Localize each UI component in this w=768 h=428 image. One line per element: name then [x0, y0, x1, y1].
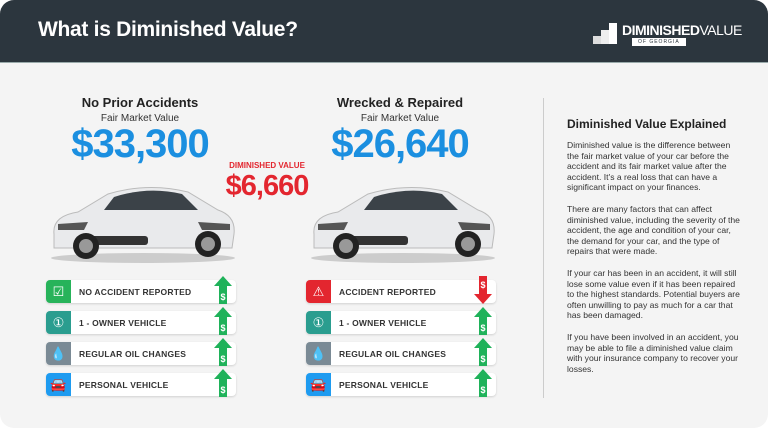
factor-row: ⚠ ACCIDENT REPORTED $ — [306, 276, 496, 304]
oil-drop-icon: 💧 — [46, 342, 71, 365]
svg-text:$: $ — [220, 385, 225, 395]
fmv-label: Fair Market Value — [100, 113, 180, 124]
value-up-arrow-icon: $ — [214, 369, 232, 397]
logo-blocks-icon — [593, 23, 617, 44]
factor-label: 1 - OWNER VEHICLE — [339, 318, 427, 328]
diminished-label: DIMINISHED VALUE — [229, 161, 305, 170]
value-up-arrow-icon: $ — [474, 338, 492, 366]
no-accident-column: No Prior Accidents Fair Market Value $33… — [40, 95, 240, 167]
factor-row: ☑ NO ACCIDENT REPORTED $ — [46, 276, 236, 304]
car-icon: 🚘 — [306, 373, 331, 396]
logo-sub: OF GEORGIA — [632, 38, 686, 46]
fmv-price: $33,300 — [71, 122, 210, 166]
value-up-arrow-icon: $ — [474, 369, 492, 397]
checkbox-icon: ☑ — [46, 280, 71, 303]
value-up-arrow-icon: $ — [214, 338, 232, 366]
wrecked-column: Wrecked & Repaired Fair Market Value $26… — [300, 95, 500, 167]
factor-label: ACCIDENT REPORTED — [339, 287, 436, 297]
factor-label: PERSONAL VEHICLE — [339, 380, 429, 390]
value-up-arrow-icon: $ — [474, 307, 492, 335]
factor-row: 💧 REGULAR OIL CHANGES $ — [306, 338, 496, 366]
number-one-icon: ① — [46, 311, 71, 334]
factor-row: ① 1 - OWNER VEHICLE $ — [306, 307, 496, 335]
explanation-paragraph: If your car has been in an accident, it … — [567, 267, 740, 321]
fmv-price: $26,640 — [331, 122, 470, 166]
factor-row: 💧 REGULAR OIL CHANGES $ — [46, 338, 236, 366]
value-up-arrow-icon: $ — [214, 276, 232, 304]
explanation-title: Diminished Value Explained — [567, 117, 727, 131]
factor-label: 1 - OWNER VEHICLE — [79, 318, 167, 328]
svg-text:$: $ — [480, 354, 485, 364]
svg-text:$: $ — [480, 280, 485, 290]
factor-label: PERSONAL VEHICLE — [79, 380, 169, 390]
car-icon: 🚘 — [46, 373, 71, 396]
explanation-paragraph: Diminished value is the difference betwe… — [567, 140, 731, 193]
explanation-paragraph: If you have been involved in an accident… — [567, 331, 739, 374]
diminished-amount: $6,660 — [225, 170, 310, 202]
car-image — [51, 187, 235, 263]
diminished-value: DIMINISHED VALUE $6,660 — [222, 161, 312, 203]
svg-text:$: $ — [220, 323, 225, 333]
factor-label: NO ACCIDENT REPORTED — [79, 287, 192, 297]
svg-text:$: $ — [480, 385, 485, 395]
factor-row: 🚘 PERSONAL VEHICLE $ — [46, 369, 236, 397]
car-image — [310, 186, 496, 264]
logo-text-light: VALUE — [699, 22, 742, 38]
svg-text:$: $ — [220, 292, 225, 302]
fmv-label: Fair Market Value — [360, 113, 440, 124]
svg-text:$: $ — [480, 323, 485, 333]
logo: DIMINISHEDVALUE OF GEORGIA — [592, 20, 742, 46]
value-up-arrow-icon: $ — [214, 307, 232, 335]
explanation-panel: Diminished Value Explained Diminished va… — [567, 117, 742, 385]
oil-drop-icon: 💧 — [306, 342, 331, 365]
factor-label: REGULAR OIL CHANGES — [339, 349, 447, 359]
column-heading: Wrecked & Repaired — [336, 95, 464, 110]
factor-label: REGULAR OIL CHANGES — [79, 349, 187, 359]
explanation-paragraph: There are many factors that can affect d… — [567, 203, 740, 257]
number-one-icon: ① — [306, 311, 331, 334]
value-down-arrow-icon: $ — [474, 276, 492, 304]
warning-icon: ⚠ — [306, 280, 331, 303]
factor-row: 🚘 PERSONAL VEHICLE $ — [306, 369, 496, 397]
divider — [543, 98, 544, 398]
header: What is Diminished Value? DIMINISHEDVALU… — [0, 0, 768, 63]
column-heading: No Prior Accidents — [81, 95, 199, 110]
page-title: What is Diminished Value? — [38, 18, 298, 41]
factor-row: ① 1 - OWNER VEHICLE $ — [46, 307, 236, 335]
svg-text:$: $ — [220, 354, 225, 364]
logo-text: DIMINISHED — [622, 22, 700, 38]
